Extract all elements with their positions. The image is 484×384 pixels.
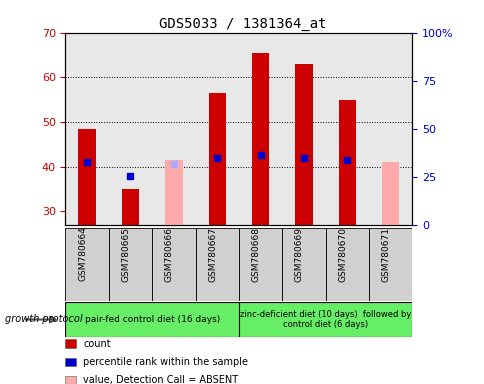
Bar	[282, 228, 325, 301]
Text: GSM780671: GSM780671	[381, 227, 390, 281]
Bar	[251, 53, 269, 225]
Text: GDS5033 / 1381364_at: GDS5033 / 1381364_at	[158, 17, 326, 31]
Bar	[65, 339, 76, 348]
Bar	[368, 228, 411, 301]
Bar	[295, 64, 312, 225]
Bar	[381, 162, 398, 225]
Bar	[238, 228, 282, 301]
Text: GSM780668: GSM780668	[251, 227, 260, 281]
Bar	[208, 93, 226, 225]
Bar	[78, 129, 96, 225]
Bar	[338, 99, 355, 225]
Text: count: count	[83, 339, 111, 349]
Text: GSM780667: GSM780667	[208, 227, 217, 281]
Bar	[152, 228, 195, 301]
Text: GSM780666: GSM780666	[165, 227, 173, 281]
Bar	[325, 228, 368, 301]
Bar	[195, 228, 238, 301]
Text: GSM780664: GSM780664	[78, 227, 87, 281]
Text: growth protocol: growth protocol	[5, 314, 82, 324]
Text: GSM780670: GSM780670	[337, 227, 347, 281]
Text: GSM780669: GSM780669	[294, 227, 303, 281]
Bar	[65, 358, 76, 366]
Text: zinc-deficient diet (10 days)  followed by
control diet (6 days): zinc-deficient diet (10 days) followed b…	[240, 310, 410, 329]
Bar	[165, 160, 182, 225]
Text: percentile rank within the sample: percentile rank within the sample	[83, 357, 248, 367]
Bar	[65, 228, 108, 301]
Text: value, Detection Call = ABSENT: value, Detection Call = ABSENT	[83, 375, 238, 384]
Bar	[65, 376, 76, 384]
Text: pair-fed control diet (16 days): pair-fed control diet (16 days)	[84, 315, 219, 324]
Text: GSM780665: GSM780665	[121, 227, 130, 281]
Bar	[121, 189, 139, 225]
Bar	[108, 228, 152, 301]
